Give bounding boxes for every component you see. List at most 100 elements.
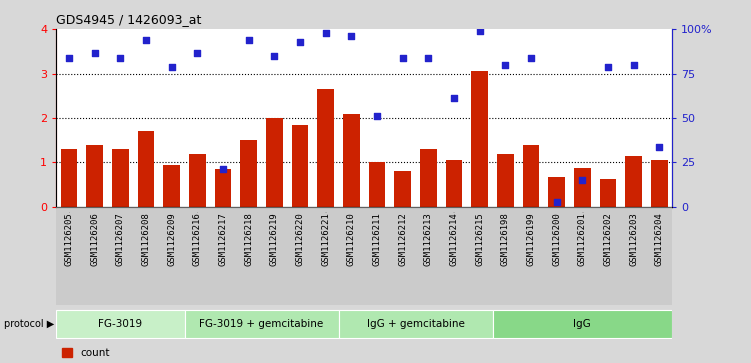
Bar	[287, 207, 313, 305]
Bar	[445, 160, 463, 207]
Bar	[472, 71, 488, 207]
Point	[345, 33, 357, 38]
Text: GSM1126204: GSM1126204	[655, 212, 664, 266]
Bar	[420, 149, 437, 207]
Point	[525, 55, 537, 61]
Bar	[626, 156, 642, 207]
Text: IgG + gemcitabine: IgG + gemcitabine	[366, 319, 464, 329]
Text: FG-3019 + gemcitabine: FG-3019 + gemcitabine	[200, 319, 324, 329]
Text: GSM1126218: GSM1126218	[244, 212, 253, 266]
Bar	[364, 207, 390, 305]
Text: GSM1126198: GSM1126198	[501, 212, 510, 266]
Bar	[595, 207, 621, 305]
Bar	[493, 310, 672, 338]
Bar	[107, 207, 134, 305]
Text: GSM1126199: GSM1126199	[526, 212, 535, 266]
Bar	[369, 162, 385, 207]
Bar	[390, 207, 415, 305]
Bar	[467, 207, 493, 305]
Bar	[86, 144, 103, 207]
Text: GSM1126213: GSM1126213	[424, 212, 433, 266]
Point	[653, 144, 665, 150]
Bar	[189, 154, 206, 207]
Bar	[56, 207, 82, 305]
Text: GSM1126202: GSM1126202	[604, 212, 613, 266]
Bar	[394, 171, 411, 207]
Bar	[647, 207, 672, 305]
Bar	[210, 207, 236, 305]
Text: IgG: IgG	[574, 319, 591, 329]
Bar	[415, 207, 442, 305]
Bar	[164, 165, 180, 207]
Bar	[523, 144, 539, 207]
Text: GSM1126220: GSM1126220	[296, 212, 305, 266]
Text: GSM1126205: GSM1126205	[65, 212, 74, 266]
Bar	[159, 207, 185, 305]
Bar	[112, 149, 129, 207]
Bar	[621, 207, 647, 305]
Text: GSM1126221: GSM1126221	[321, 212, 330, 266]
Point	[576, 177, 588, 183]
Text: GSM1126209: GSM1126209	[167, 212, 176, 266]
Point	[166, 64, 178, 70]
Point	[320, 30, 332, 36]
Bar	[318, 89, 334, 207]
Text: GSM1126212: GSM1126212	[398, 212, 407, 266]
Point	[114, 55, 126, 61]
Bar	[240, 140, 257, 207]
Point	[499, 62, 511, 68]
Text: GDS4945 / 1426093_at: GDS4945 / 1426093_at	[56, 13, 202, 26]
Bar	[137, 131, 155, 207]
Point	[243, 37, 255, 43]
Bar	[339, 310, 493, 338]
Bar	[261, 207, 287, 305]
Bar	[493, 207, 518, 305]
Bar	[544, 207, 569, 305]
Text: GSM1126219: GSM1126219	[270, 212, 279, 266]
Text: GSM1126203: GSM1126203	[629, 212, 638, 266]
Point	[550, 200, 562, 205]
Point	[294, 40, 306, 45]
Point	[371, 113, 383, 119]
Bar	[548, 177, 565, 207]
Bar	[61, 149, 77, 207]
Point	[140, 37, 152, 43]
Text: GSM1126215: GSM1126215	[475, 212, 484, 266]
Text: FG-3019: FG-3019	[98, 319, 143, 329]
Bar	[215, 169, 231, 207]
Bar	[651, 160, 668, 207]
Bar	[518, 207, 544, 305]
Point	[192, 50, 204, 56]
Legend: count, percentile rank within the sample: count, percentile rank within the sample	[62, 348, 256, 363]
Text: GSM1126210: GSM1126210	[347, 212, 356, 266]
Point	[268, 53, 280, 58]
Text: GSM1126208: GSM1126208	[142, 212, 151, 266]
Text: GSM1126217: GSM1126217	[219, 212, 228, 266]
Text: GSM1126211: GSM1126211	[372, 212, 382, 266]
Bar	[339, 207, 364, 305]
Point	[602, 64, 614, 70]
Point	[422, 55, 434, 61]
Text: GSM1126200: GSM1126200	[552, 212, 561, 266]
Bar	[569, 207, 595, 305]
Bar	[497, 154, 514, 207]
Point	[89, 50, 101, 56]
Bar	[291, 125, 309, 207]
Bar	[574, 168, 591, 207]
Bar	[313, 207, 339, 305]
Bar	[343, 114, 360, 207]
Point	[474, 28, 486, 34]
Bar	[56, 310, 185, 338]
Bar	[442, 207, 467, 305]
Bar	[266, 118, 283, 207]
Bar	[185, 207, 210, 305]
Text: GSM1126214: GSM1126214	[450, 212, 459, 266]
Point	[217, 166, 229, 172]
Text: protocol ▶: protocol ▶	[4, 319, 54, 329]
Text: GSM1126201: GSM1126201	[578, 212, 587, 266]
Bar	[185, 310, 339, 338]
Text: GSM1126207: GSM1126207	[116, 212, 125, 266]
Point	[63, 55, 75, 61]
Point	[397, 55, 409, 61]
Bar	[82, 207, 107, 305]
